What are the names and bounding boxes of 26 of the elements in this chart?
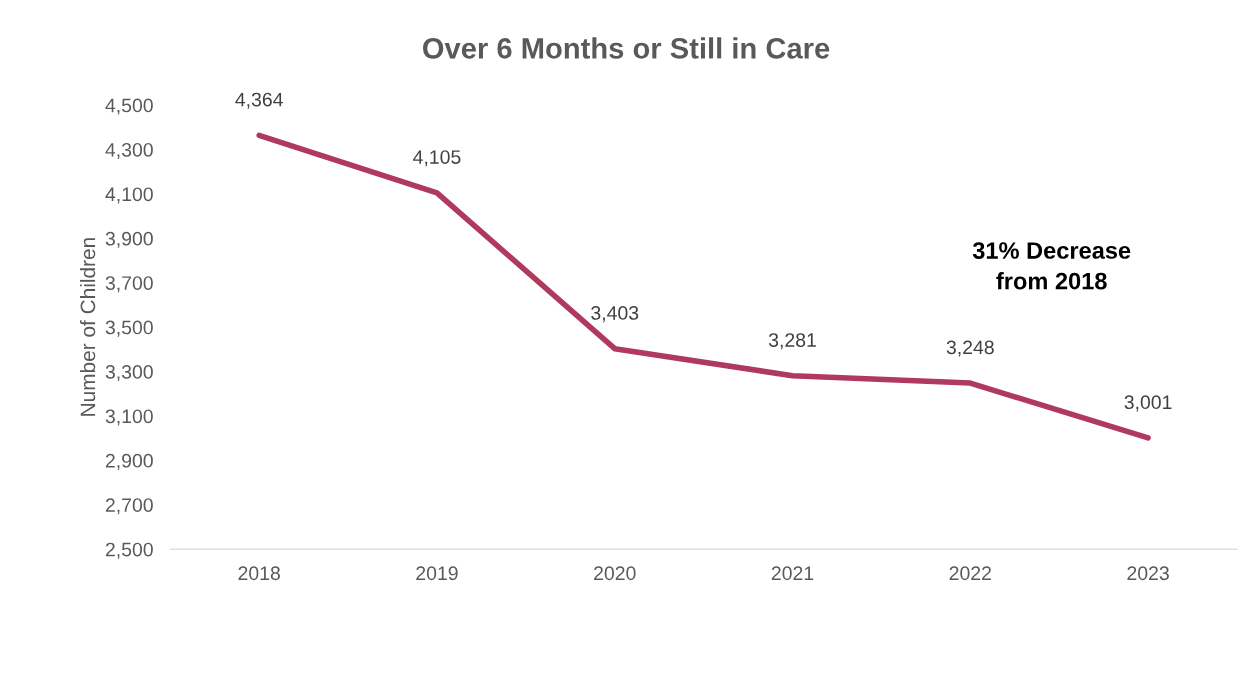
x-tick-label: 2023: [1127, 566, 1169, 581]
y-tick-label: 3,100: [105, 409, 153, 426]
x-tick-label: 2019: [416, 566, 458, 581]
annotation: 31% Decrease from 2018: [972, 242, 1131, 290]
text: 3,248: [946, 340, 994, 357]
y-axis-title: Number of Children: [79, 238, 96, 416]
y-tick-label: 3,900: [105, 231, 153, 248]
y-tick-label: 4,300: [105, 142, 153, 160]
y-tick-label: 4,100: [105, 187, 153, 204]
x-tick-label: 2020: [594, 566, 636, 581]
x-tick-label: 2018: [238, 566, 280, 581]
text: 3,403: [591, 306, 639, 323]
text: 4,105: [413, 150, 461, 167]
y-tick-label: 2,900: [105, 453, 153, 470]
chart-title: Over 6 Months or Still in Care: [423, 37, 830, 59]
text: 3,001: [1124, 395, 1172, 412]
y-tick-label: 2,700: [105, 498, 153, 515]
text: 3,281: [768, 333, 816, 350]
x-tick-label: 2022: [949, 566, 991, 581]
y-tick-label: 4,500: [105, 98, 153, 115]
y-tick-label: 3,500: [105, 320, 153, 337]
y-tick-label: 3,300: [105, 365, 153, 382]
y-tick-label: 3,700: [105, 276, 153, 293]
x-tick-label: 2021: [771, 566, 814, 581]
y-tick-label: 2,500: [105, 542, 153, 559]
text: 4,364: [235, 92, 283, 109]
